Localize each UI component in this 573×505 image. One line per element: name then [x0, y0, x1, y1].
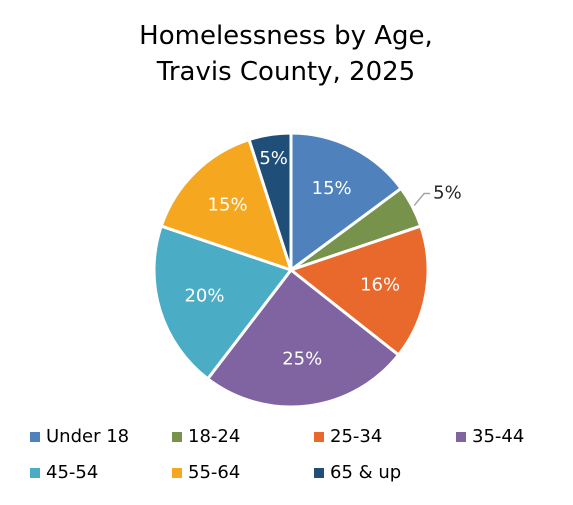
pie-slice-65-and-up: [247, 131, 293, 271]
pie-data-labels: 15% 5% 16% 25% 20% 15% 5%: [184, 148, 461, 370]
legend-swatch-55-64: [172, 468, 182, 478]
legend-swatch-35-44: [456, 432, 466, 442]
data-label-25-34: 16%: [360, 274, 400, 295]
legend-item-25-34: 25-34: [314, 426, 382, 447]
legend-label-45-54: 45-54: [46, 462, 98, 483]
data-label-under-18: 15%: [312, 178, 352, 199]
legend-label-25-34: 25-34: [330, 426, 382, 447]
legend-label-35-44: 35-44: [472, 426, 524, 447]
legend-swatch-under-18: [30, 432, 40, 442]
data-label-18-24: 5%: [433, 183, 462, 204]
legend-item-35-44: 35-44: [456, 426, 524, 447]
data-label-55-64: 15%: [208, 195, 248, 216]
chart-title-line-2: Travis County, 2025: [156, 57, 415, 87]
chart-title-line-1: Homelessness by Age,: [139, 21, 433, 51]
legend-label-18-24: 18-24: [188, 426, 240, 447]
pie-slice-35-44: [205, 267, 401, 409]
data-label-35-44: 25%: [282, 349, 322, 370]
legend-label-65-and-up: 65 & up: [330, 462, 401, 483]
legend-item-18-24: 18-24: [172, 426, 240, 447]
legend-label-under-18: Under 18: [46, 426, 129, 447]
legend-swatch-65-and-up: [314, 468, 324, 478]
pie-slice-45-54: [152, 224, 294, 381]
legend-item-55-64: 55-64: [172, 462, 240, 483]
legend-item-45-54: 45-54: [30, 462, 98, 483]
chart-legend: Under 18 18-24 25-34 35-44 45-54 55-64 65 & up: [30, 426, 524, 483]
legend-swatch-45-54: [30, 468, 40, 478]
leader-line-18-24: [413, 192, 431, 207]
pie-slice-25-34: [287, 224, 430, 358]
pie-slice-under-18: [289, 131, 404, 273]
data-label-65-and-up: 5%: [259, 148, 288, 169]
legend-item-under-18: Under 18: [30, 426, 129, 447]
legend-swatch-25-34: [314, 432, 324, 442]
data-label-45-54: 20%: [184, 285, 224, 306]
legend-item-65-and-up: 65 & up: [314, 462, 401, 483]
pie-slices: [152, 131, 430, 409]
legend-label-55-64: 55-64: [188, 462, 240, 483]
legend-swatch-18-24: [172, 432, 182, 442]
